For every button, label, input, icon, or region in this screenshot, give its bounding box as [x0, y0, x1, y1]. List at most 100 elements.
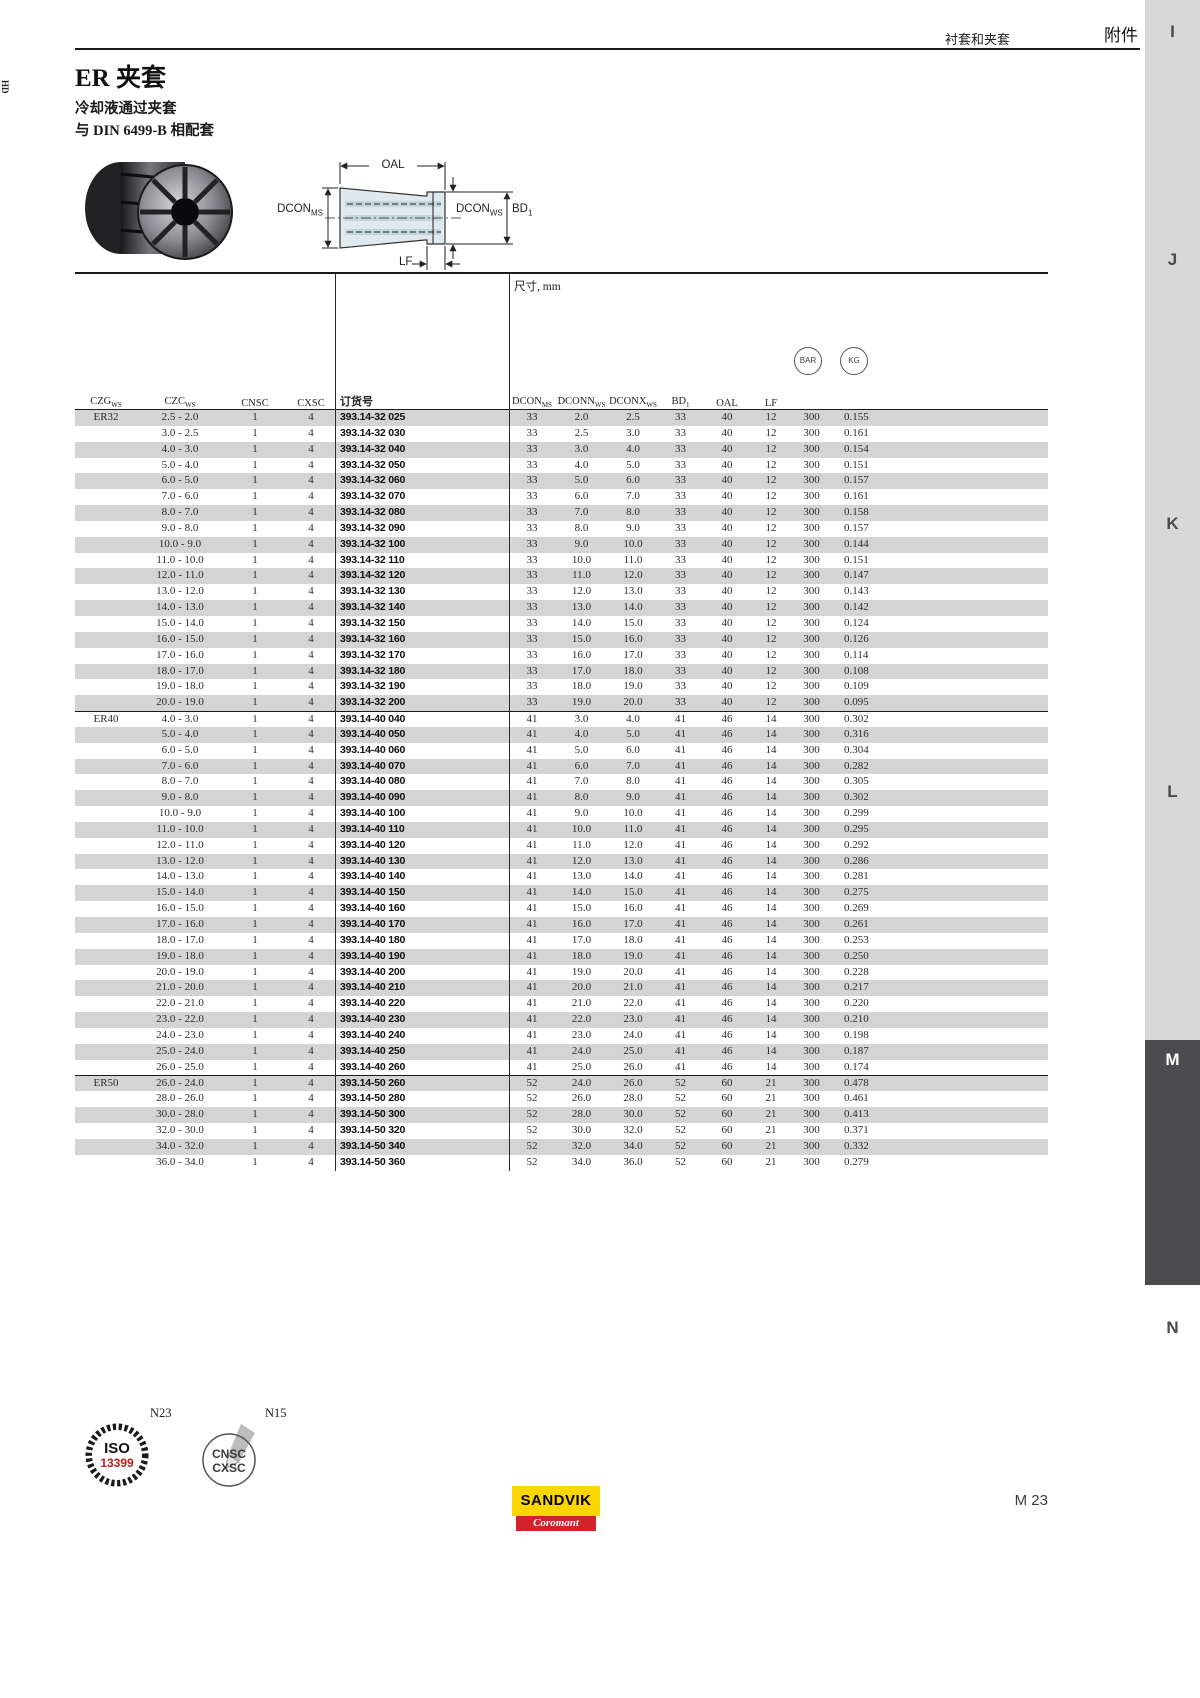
table-row: 12.0 - 11.0 1 4 393.14-40 120 41 11.0 12.0 41 46…	[75, 838, 1048, 854]
cell	[875, 1028, 1048, 1044]
cell	[875, 426, 1048, 442]
col-header-lf: LF	[764, 398, 778, 409]
cell: 41	[675, 759, 686, 772]
cell	[75, 679, 137, 695]
cell: 300	[803, 490, 820, 503]
cell: 12	[765, 601, 777, 614]
cell: 32.0	[623, 1123, 643, 1136]
cell: 25.0 - 24.0	[156, 1044, 204, 1057]
cell: 4	[308, 1123, 314, 1136]
cell: 46	[721, 854, 733, 867]
cell: 41	[526, 854, 538, 867]
cell: 0.217	[844, 981, 869, 994]
cell: 12.0 - 11.0	[156, 569, 204, 582]
cell: 393.14-40 090	[340, 791, 406, 804]
cell: 300	[803, 506, 820, 519]
cell: 52	[526, 1077, 538, 1090]
table-row: 30.0 - 28.0 1 4 393.14-50 300 52 28.0 30.0 52 60…	[75, 1107, 1048, 1123]
cell: 393.14-40 130	[340, 854, 406, 867]
cell: 14	[765, 791, 777, 804]
cell	[875, 458, 1048, 474]
cell: 4	[308, 918, 314, 930]
cell: 300	[803, 759, 820, 772]
cell	[875, 410, 1048, 426]
cell: 300	[803, 822, 820, 835]
cell: 300	[803, 997, 820, 1010]
cell: 1	[252, 1108, 258, 1121]
cell: 12	[765, 411, 777, 423]
cell: 14.0 - 13.0	[156, 601, 204, 614]
cell: 33	[526, 664, 538, 677]
cell: 41	[675, 918, 686, 930]
cell: 1	[252, 474, 258, 487]
dim-label-dcon-ms: DCONMS	[277, 203, 323, 218]
cell: 41	[526, 918, 538, 930]
cell: 300	[803, 680, 820, 693]
dim-label-dcon-ws: DCONWS	[456, 203, 503, 218]
cell: 41	[526, 1044, 538, 1057]
cell: 1	[252, 933, 258, 946]
cell: 1	[252, 616, 258, 629]
cell	[875, 1044, 1048, 1060]
cell: 13.0	[571, 870, 592, 883]
cell: 393.14-32 060	[340, 474, 406, 487]
cell: 4	[308, 506, 314, 519]
cell: 300	[803, 1044, 820, 1057]
cell	[75, 996, 137, 1012]
cell: 7.0 - 6.0	[161, 759, 199, 772]
cell: 12	[765, 680, 777, 693]
cell	[75, 774, 137, 790]
cell: 393.14-50 280	[340, 1092, 406, 1105]
cell: 393.14-40 220	[340, 997, 406, 1010]
cell	[75, 537, 137, 553]
cell: 300	[803, 1139, 820, 1152]
cell: 0.305	[844, 775, 869, 788]
cell: 393.14-40 160	[340, 902, 406, 915]
cell: 14	[765, 759, 777, 772]
cell: 14.0 - 13.0	[156, 870, 204, 883]
table-row: 11.0 - 10.0 1 4 393.14-32 110 33 10.0 11.0 33 40…	[75, 553, 1048, 569]
cell: 0.109	[844, 680, 869, 693]
cell: 41	[675, 965, 686, 978]
cell: 4.0 - 3.0	[161, 442, 199, 455]
cell: 17.0 - 16.0	[156, 918, 204, 930]
cell: 33	[526, 426, 538, 439]
cell: 4	[308, 933, 314, 946]
cell: 20.0 - 19.0	[156, 965, 204, 978]
cell	[875, 553, 1048, 569]
cell: 393.14-40 080	[340, 775, 406, 788]
cell: 4	[308, 870, 314, 883]
cell: 0.413	[844, 1108, 869, 1121]
cell: 393.14-40 100	[340, 807, 406, 820]
cell: 393.14-40 210	[340, 981, 406, 994]
cell: 4	[308, 822, 314, 835]
cell: 30.0	[571, 1123, 592, 1136]
cell: 28.0	[571, 1108, 592, 1121]
cell: 46	[721, 886, 733, 899]
cell	[875, 521, 1048, 537]
table-row: 22.0 - 21.0 1 4 393.14-40 220 41 21.0 22.0 41 46…	[75, 996, 1048, 1012]
cell	[875, 759, 1048, 775]
cell: 4.0	[626, 713, 640, 726]
table-row: 8.0 - 7.0 1 4 393.14-32 080 33 7.0 8.0 33 40 12 30…	[75, 505, 1048, 521]
table-row: 18.0 - 17.0 1 4 393.14-32 180 33 17.0 18.0 33 40…	[75, 663, 1048, 680]
table-row: 15.0 - 14.0 1 4 393.14-32 150 33 14.0 15.0 33 40…	[75, 616, 1048, 632]
table-vertical-rule-2	[509, 274, 510, 1171]
cnsc-cxsc-logo: CNSC CXSC	[202, 1424, 256, 1487]
cell: 41	[526, 870, 538, 883]
cell: 14	[765, 886, 777, 899]
cell: 52	[526, 1139, 538, 1152]
cell: 300	[803, 696, 820, 709]
cell	[875, 806, 1048, 822]
cell: 12	[765, 458, 777, 471]
cell: 8.0	[574, 791, 589, 804]
cell: 300	[803, 632, 820, 645]
cell: 18.0 - 17.0	[156, 933, 204, 946]
cell: 4	[308, 886, 314, 899]
table-row: 4.0 - 3.0 1 4 393.14-32 040 33 3.0 4.0 33 40 12 30…	[75, 441, 1048, 458]
cell: 41	[675, 1028, 686, 1041]
cell: 33	[675, 616, 686, 629]
cell: 393.14-40 050	[340, 727, 406, 740]
cell: 393.14-50 340	[340, 1139, 406, 1152]
cell: 300	[803, 949, 820, 962]
